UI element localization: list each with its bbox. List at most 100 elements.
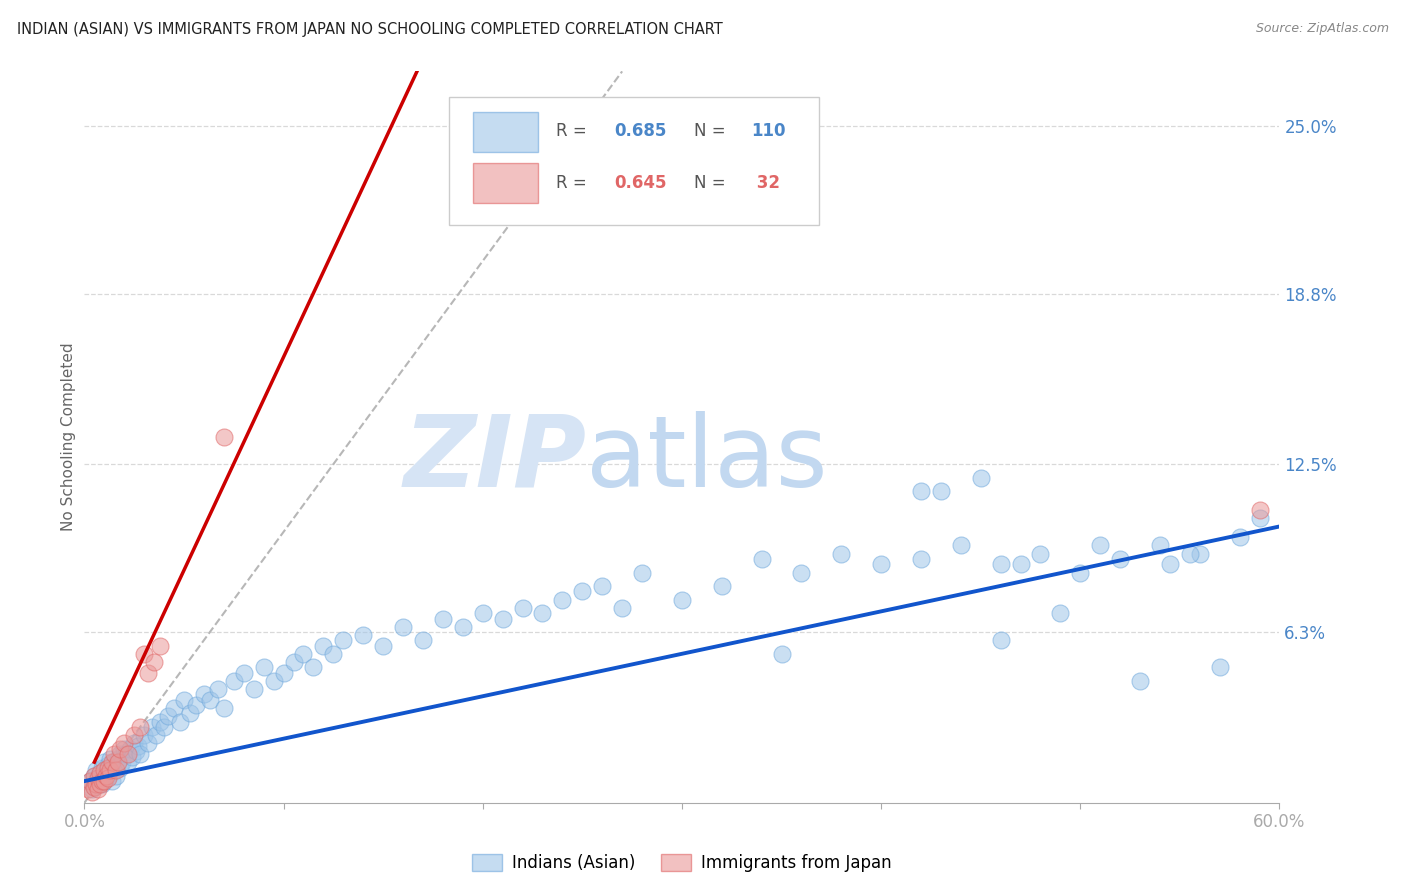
Point: [412, 633, 434, 648]
Point: [125, 744, 148, 758]
Point: [910, 484, 932, 499]
Point: [93, 774, 115, 789]
Text: 32: 32: [751, 174, 780, 193]
Point: [112, 741, 135, 756]
Point: [1149, 538, 1171, 552]
Point: [283, 655, 305, 669]
Point: [110, 747, 132, 761]
Point: [1109, 552, 1132, 566]
Point: [101, 761, 124, 775]
Point: [273, 665, 295, 680]
Point: [153, 720, 176, 734]
Point: [1249, 511, 1271, 525]
Point: [77, 782, 100, 797]
Point: [96, 772, 118, 786]
Point: [571, 584, 593, 599]
Point: [93, 774, 115, 789]
Legend: Indians (Asian), Immigrants from Japan: Indians (Asian), Immigrants from Japan: [465, 847, 898, 879]
Point: [1178, 547, 1201, 561]
Point: [1208, 660, 1232, 674]
Point: [207, 681, 229, 696]
Text: R =: R =: [557, 122, 592, 140]
Point: [970, 471, 993, 485]
Point: [132, 728, 156, 742]
Point: [122, 736, 145, 750]
Point: [1129, 673, 1152, 688]
Point: [87, 772, 110, 786]
Point: [97, 757, 120, 772]
Point: [86, 764, 108, 778]
Text: Source: ZipAtlas.com: Source: ZipAtlas.com: [1256, 22, 1389, 36]
Point: [111, 755, 134, 769]
Point: [198, 693, 221, 707]
Point: [83, 780, 105, 794]
Point: [512, 600, 534, 615]
Point: [107, 752, 129, 766]
Text: N =: N =: [695, 122, 731, 140]
Text: atlas: atlas: [586, 410, 828, 508]
Point: [1069, 566, 1091, 580]
Point: [184, 698, 207, 713]
Point: [132, 647, 156, 661]
Point: [870, 558, 893, 572]
Point: [127, 739, 149, 753]
Point: [89, 766, 111, 780]
Point: [1088, 538, 1111, 552]
Point: [302, 660, 325, 674]
Point: [91, 761, 114, 775]
Point: [990, 558, 1012, 572]
Point: [79, 774, 101, 789]
Point: [103, 755, 125, 769]
Point: [352, 628, 374, 642]
Point: [82, 782, 104, 797]
Point: [110, 761, 132, 775]
FancyBboxPatch shape: [449, 97, 820, 225]
Point: [910, 552, 932, 566]
Point: [136, 736, 159, 750]
Point: [830, 547, 852, 561]
Point: [91, 774, 114, 789]
Text: N =: N =: [695, 174, 731, 193]
Point: [193, 688, 215, 702]
Point: [89, 766, 111, 780]
Text: 110: 110: [751, 122, 786, 140]
Point: [1159, 558, 1181, 572]
Point: [610, 600, 633, 615]
Point: [101, 774, 124, 789]
Point: [105, 764, 128, 778]
Point: [212, 430, 235, 444]
Point: [98, 764, 121, 778]
Text: 0.645: 0.645: [614, 174, 666, 193]
Point: [96, 764, 118, 778]
Point: [86, 777, 108, 791]
Point: [173, 693, 195, 707]
Point: [432, 611, 454, 625]
Point: [93, 755, 115, 769]
Text: INDIAN (ASIAN) VS IMMIGRANTS FROM JAPAN NO SCHOOLING COMPLETED CORRELATION CHART: INDIAN (ASIAN) VS IMMIGRANTS FROM JAPAN …: [17, 22, 723, 37]
Point: [451, 620, 474, 634]
Point: [631, 566, 654, 580]
Point: [98, 752, 121, 766]
Point: [179, 706, 201, 721]
Bar: [472, 163, 538, 203]
Point: [551, 592, 574, 607]
Point: [169, 714, 191, 729]
Point: [145, 728, 167, 742]
Point: [112, 736, 135, 750]
Point: [117, 747, 139, 761]
Point: [1010, 558, 1032, 572]
Point: [591, 579, 613, 593]
Point: [83, 769, 105, 783]
Point: [83, 780, 105, 794]
Point: [149, 639, 172, 653]
Point: [751, 552, 773, 566]
Point: [101, 755, 124, 769]
Point: [107, 755, 129, 769]
Point: [471, 606, 494, 620]
Point: [322, 647, 344, 661]
Point: [129, 720, 152, 734]
Point: [531, 606, 554, 620]
Point: [110, 741, 132, 756]
Point: [212, 701, 235, 715]
Point: [710, 579, 733, 593]
